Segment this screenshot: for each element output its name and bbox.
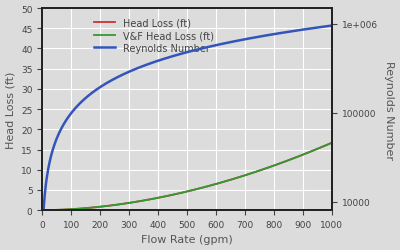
Reynolds Number <box>258 36 263 39</box>
Head Loss (ft) <box>91 206 96 209</box>
Reynolds Number <box>233 40 238 43</box>
V&F Head Loss (ft) <box>330 142 334 144</box>
Reynolds Number <box>171 55 176 58</box>
Y-axis label: Head Loss (ft): Head Loss (ft) <box>6 71 16 148</box>
V&F Head Loss (ft) <box>91 206 96 209</box>
Reynolds Number <box>210 45 215 48</box>
Head Loss (ft) <box>330 142 334 145</box>
Head Loss (ft) <box>233 177 238 180</box>
Head Loss (ft) <box>171 193 176 196</box>
Legend: Head Loss (ft), V&F Head Loss (ft), Reynolds Number: Head Loss (ft), V&F Head Loss (ft), Reyn… <box>91 16 217 56</box>
Reynolds Number <box>91 91 96 94</box>
X-axis label: Flow Rate (gpm): Flow Rate (gpm) <box>141 234 233 244</box>
V&F Head Loss (ft) <box>233 177 238 180</box>
Line: Reynolds Number: Reynolds Number <box>42 26 332 237</box>
Line: Head Loss (ft): Head Loss (ft) <box>42 143 332 210</box>
Reynolds Number <box>114 77 119 80</box>
Head Loss (ft) <box>114 204 119 206</box>
V&F Head Loss (ft) <box>114 203 119 206</box>
Head Loss (ft) <box>258 169 263 172</box>
V&F Head Loss (ft) <box>258 169 263 172</box>
Reynolds Number <box>330 25 334 28</box>
V&F Head Loss (ft) <box>210 184 215 186</box>
Reynolds Number <box>40 236 45 238</box>
V&F Head Loss (ft) <box>40 209 45 212</box>
V&F Head Loss (ft) <box>171 193 176 196</box>
Head Loss (ft) <box>40 209 45 212</box>
Y-axis label: Reynolds Number: Reynolds Number <box>384 60 394 159</box>
Line: V&F Head Loss (ft): V&F Head Loss (ft) <box>42 143 332 210</box>
Head Loss (ft) <box>210 184 215 186</box>
